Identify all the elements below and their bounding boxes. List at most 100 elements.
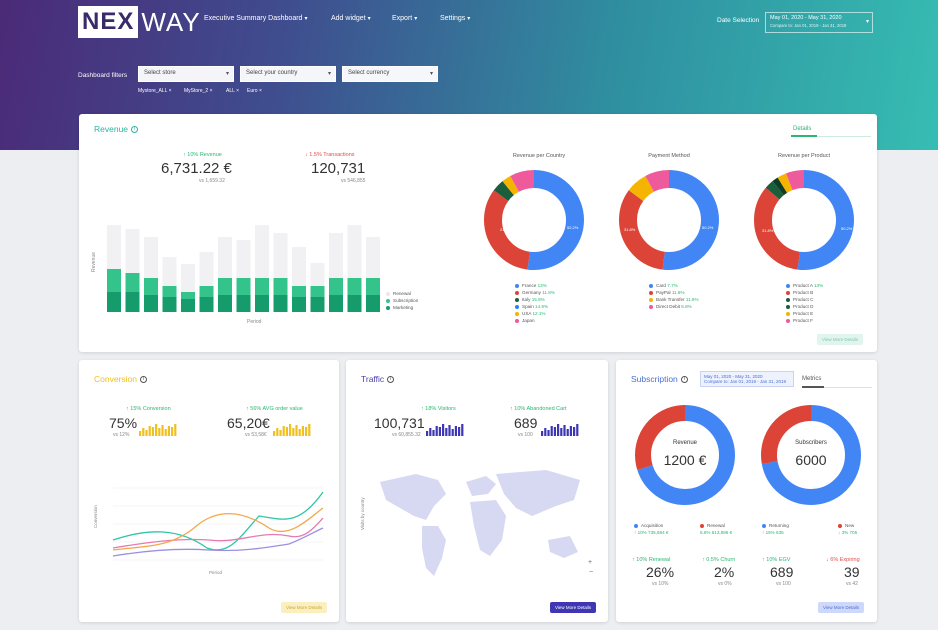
stat-renewal-value: 26% <box>646 564 675 580</box>
spark-bar <box>426 431 429 436</box>
spark-bar <box>276 428 279 436</box>
bar-marketing <box>236 295 251 312</box>
donut-product-title: Revenue per Product <box>778 153 830 159</box>
spark-bar <box>158 428 161 436</box>
select-country[interactable]: Select your country ▾ <box>240 66 336 82</box>
donut-payment-legend: Card 7.7% PayPal 11.8% Bank Transfer 11.… <box>649 282 699 310</box>
subscription-revenue-value: 1200 € <box>663 452 707 468</box>
subscription-view-details-button[interactable]: View More Details <box>818 602 865 613</box>
conversion-view-details-button[interactable]: View More Details <box>281 602 328 613</box>
legend-marketing: Marketing <box>386 304 418 311</box>
filter-chip[interactable]: Mystore_ALL × <box>138 88 172 94</box>
filter-chip[interactable]: Euro × <box>247 88 262 94</box>
subscription-card: Subscription i May 01, 2020 - May 31, 202… <box>616 360 877 622</box>
logo-way: WAY <box>141 6 201 37</box>
legend-france: France 13% <box>515 282 555 289</box>
select-store[interactable]: Select store ▾ <box>138 66 234 82</box>
revenue-view-details-button[interactable]: View More Details <box>817 334 864 345</box>
bar-marketing <box>292 297 306 312</box>
spark-bar <box>576 424 579 436</box>
spark-bar <box>161 425 164 436</box>
menu-add-widget[interactable]: Add widget ▾ <box>331 15 371 22</box>
nexway-logo[interactable]: NEX WAY <box>78 6 201 38</box>
spark-bar <box>171 427 174 436</box>
cart-sparkbar <box>541 424 579 436</box>
info-icon[interactable]: i <box>140 376 147 384</box>
kpi-cart-change: ↑ 10% Abandoned Cart <box>510 406 567 412</box>
svg-text:Visits by country: Visits by country <box>360 497 365 530</box>
kpi-revenue-value: 6,731.22 € <box>161 160 232 177</box>
svg-text:50.2%: 50.2% <box>841 226 853 231</box>
conversion-title: Conversion i <box>94 374 147 384</box>
subscription-subscribers-value: 6000 <box>795 452 827 468</box>
info-icon[interactable]: i <box>387 376 395 384</box>
spark-bar <box>560 428 563 436</box>
donut-slice <box>619 170 719 270</box>
legend-new: New ↓ 3% 705 <box>838 523 858 535</box>
conversion-card: Conversion i ↑ 15% Conversion 75% vs 12% … <box>79 360 339 622</box>
svg-text:Conversion: Conversion <box>93 505 98 528</box>
spark-bar <box>547 430 550 436</box>
tab-details[interactable]: Details <box>793 126 812 132</box>
menu-export[interactable]: Export ▾ <box>392 15 418 22</box>
svg-text:Period: Period <box>209 570 223 575</box>
legend-renewal: Renewal <box>386 290 418 297</box>
zoom-in-icon[interactable]: + <box>588 559 592 566</box>
info-icon[interactable]: i <box>680 376 688 384</box>
donut-country: 21.8% 52.2% <box>484 170 584 270</box>
spark-bar <box>301 426 304 436</box>
filter-chip[interactable]: ALL × <box>226 88 240 94</box>
donut-country-legend: France 13% Germany 11.8% Italy 15.8% Spa… <box>515 282 555 324</box>
traffic-title: Traffic i <box>361 374 395 384</box>
subscription-title: Subscription i <box>631 374 688 384</box>
legend-usa: USA 12.1% <box>515 310 555 317</box>
revenue-card: Revenue i Details ↑ 10% Revenue 6,731.22 … <box>79 114 877 352</box>
legend-spain: Spain 14.9% <box>515 303 555 310</box>
legend-paypal: PayPal 11.8% <box>649 289 699 296</box>
dashboard-filters-label: Dashboard filters <box>78 72 128 79</box>
spark-bar <box>164 429 167 436</box>
bar-marketing <box>329 295 343 312</box>
menu-executive-summary[interactable]: Executive Summary Dashboard ▾ <box>204 15 308 22</box>
donut-slice <box>484 170 584 270</box>
spark-bar <box>550 426 553 436</box>
zoom-out-icon[interactable]: − <box>589 569 593 576</box>
spark-bar <box>448 425 451 436</box>
svg-text:31.8%: 31.8% <box>624 227 636 232</box>
filter-chip[interactable]: MyStore_2 × <box>184 88 213 94</box>
info-icon[interactable]: i <box>131 126 139 134</box>
date-range-picker[interactable]: May 01, 2020 - May 31, 2020 Compare to: … <box>765 12 873 33</box>
donut-slice <box>754 170 854 270</box>
kpi-conversion-change: ↑ 15% Conversion <box>126 406 171 412</box>
date-selection-label: Date Selection <box>717 17 760 24</box>
spark-bar <box>445 428 448 436</box>
legend-product-c: Product C <box>786 296 823 303</box>
bar-marketing <box>347 295 362 312</box>
legend-renewal-sub: Renewal 6.8% 613,886 € <box>700 523 733 535</box>
svg-text:50.2%: 50.2% <box>702 225 714 230</box>
spark-bar <box>289 424 292 436</box>
legend-acquisition: Acquisition ↑ 10% 735,694 € <box>634 523 669 535</box>
logo-nex: NEX <box>78 6 139 38</box>
world-map-shapes <box>380 470 580 576</box>
kpi-visitors-vs: vs 60,855.32 <box>392 432 421 438</box>
legend-subscription: Subscription <box>386 297 418 304</box>
spark-bar <box>279 430 282 436</box>
bar-marketing <box>310 297 325 312</box>
kpi-aov-vs: vs 53,58€ <box>245 432 267 438</box>
spark-bar <box>298 429 301 436</box>
conversion-line-teal <box>112 491 324 551</box>
spark-bar <box>174 424 177 436</box>
legend-direct-debit: Direct Debit 5.8% <box>649 303 699 310</box>
menu-settings[interactable]: Settings ▾ <box>440 15 471 22</box>
traffic-view-details-button[interactable]: View More Details <box>550 602 597 613</box>
donut-slice <box>484 170 584 270</box>
tab-metrics[interactable]: Metrics <box>802 376 822 382</box>
conversion-line-purple <box>112 527 324 557</box>
traffic-world-map[interactable]: Visits by country + − <box>356 460 596 590</box>
conversion-sparkbar <box>139 424 177 436</box>
chevron-down-icon: ▾ <box>414 16 418 22</box>
select-currency[interactable]: Select currency ▾ <box>342 66 438 82</box>
donut-slice <box>761 405 861 505</box>
subscription-date-picker[interactable]: May 01, 2020 - May 31, 2020 Compare to: … <box>700 371 794 387</box>
